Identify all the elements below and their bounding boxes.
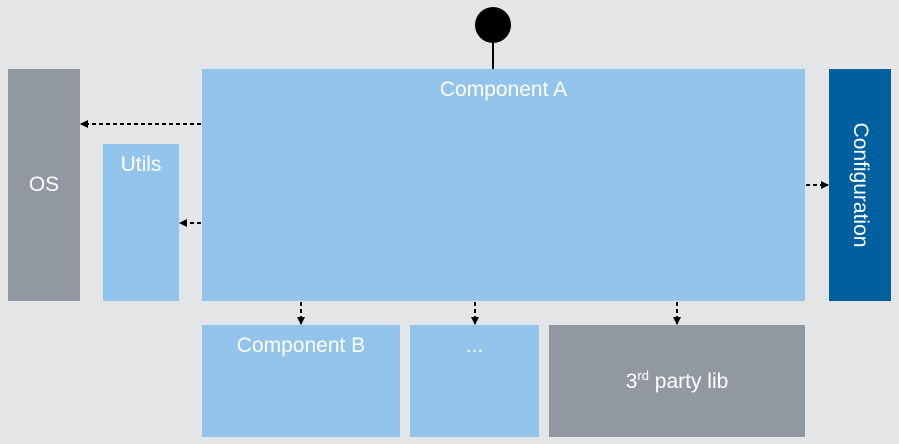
third-party-lib-suffix: party lib [648, 370, 729, 393]
component-b-box: Component B [202, 325, 400, 437]
entry-point-circle [475, 7, 511, 43]
third-party-lib-prefix: 3 [625, 370, 638, 393]
configuration-label: Configuration [849, 122, 872, 248]
ellipsis-box: ... [410, 325, 539, 437]
component-a-box: Component A [202, 69, 805, 301]
utils-label: Utils [120, 153, 162, 176]
component-a-label: Component A [439, 78, 568, 101]
os-label: OS [28, 173, 60, 196]
third-party-lib-superscript: rd [637, 368, 649, 383]
configuration-box: Configuration [829, 69, 891, 301]
third-party-lib-box: 3rd party lib [549, 325, 805, 437]
component-b-label: Component B [236, 334, 366, 357]
utils-box: Utils [103, 144, 179, 301]
ellipsis-label: ... [465, 334, 484, 357]
third-party-lib-label: 3rd party lib [549, 368, 805, 394]
os-box: OS [8, 69, 80, 301]
